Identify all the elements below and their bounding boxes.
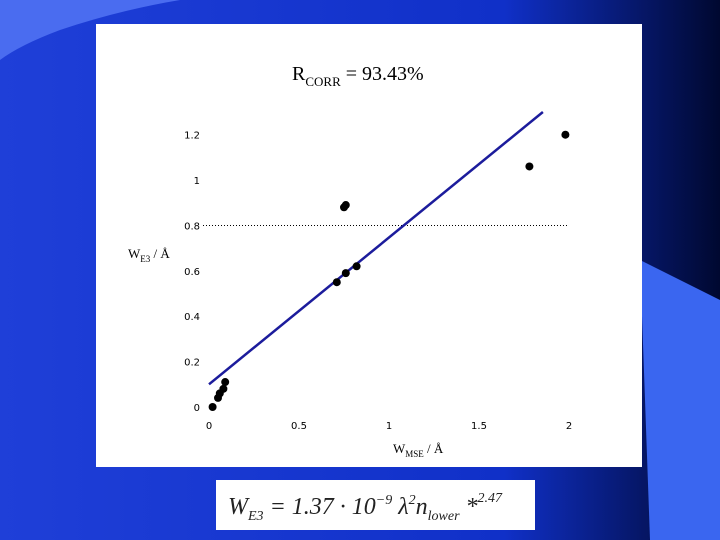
point (341, 201, 350, 210)
point (221, 378, 230, 387)
formula-box (216, 480, 535, 530)
y-tick-label: 0.8 (184, 221, 200, 232)
x-tick-label: 0 (206, 421, 212, 432)
x-tick-label: 2 (566, 421, 572, 432)
y-tick-label: 0.2 (184, 358, 200, 369)
x-tick-label: 1.5 (471, 421, 487, 432)
y-tick-label: 0.6 (184, 267, 200, 278)
fit-line (208, 111, 544, 386)
point (332, 278, 341, 287)
formula: WE3 = 1.37 · 10−9 λ2nlower *2.47 (228, 491, 503, 524)
point (341, 269, 350, 278)
decor-shape (0, 0, 180, 60)
point (561, 130, 570, 139)
chart-panel (96, 24, 642, 467)
y-tick-label: 1 (194, 176, 200, 187)
chart-title: RCORR = 93.43% (292, 63, 424, 89)
x-tick-label: 0.5 (291, 421, 307, 432)
y-tick-label: 0.4 (184, 312, 200, 323)
point (525, 162, 534, 171)
decor-shape (640, 260, 720, 540)
y-axis-label: WE3 / Å (128, 246, 170, 264)
point (352, 262, 361, 271)
y-tick-label: 0 (194, 403, 200, 414)
point (208, 403, 217, 411)
point (219, 384, 228, 393)
x-tick-label: 1 (386, 421, 392, 432)
y-tick-label: 1.2 (184, 131, 200, 142)
x-axis-label: WMSE / Å (393, 441, 444, 459)
